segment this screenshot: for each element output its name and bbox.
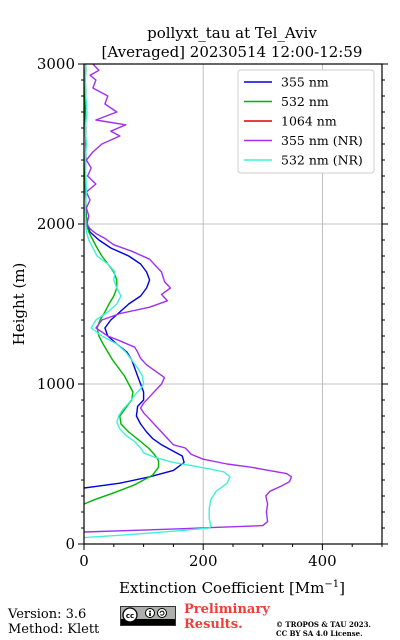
series-line-4 [84,64,231,539]
svg-text:cc: cc [126,612,134,620]
y-tick-label: 1000 [37,375,75,393]
cc-license-logo: cc [120,606,176,626]
x-axis-label-end: ] [339,579,345,597]
chart-title-line2: [Averaged] 20230514 12:00-12:59 [102,43,363,61]
y-axis-label: Height (m) [10,263,28,346]
x-tick-label: 400 [308,552,337,570]
legend-label-2: 1064 nm [281,114,337,129]
plot-frame [83,63,383,545]
x-axis-label-main: Extinction Coefficient [Mm [119,579,324,597]
x-tick-label: 200 [189,552,218,570]
legend-label-4: 532 nm (NR) [281,153,363,168]
y-tick-label: 3000 [37,55,75,73]
extinction-chart: pollyxt_tau at Tel_Aviv [Averaged] 20230… [10,24,388,597]
legend: 355 nm 532 nm 1064 nm 355 nm (NR) 532 nm (NR… [237,69,375,174]
y-tick-label: 0 [65,535,75,553]
license-text-line2: CC BY SA 4.0 License. [276,629,363,638]
method-text: Method: Klett [8,622,100,637]
x-axis-label: Extinction Coefficient [Mm−1] [119,579,345,597]
legend-box [237,69,375,174]
x-axis-label-sup: −1 [324,579,339,590]
legend-label-3: 355 nm (NR) [281,133,363,148]
version-text: Version: 3.6 [8,607,87,622]
preliminary-notice-line2: Results. [184,617,243,632]
series-line-1 [84,64,160,505]
series-layer [84,64,293,539]
preliminary-notice-line1: Preliminary [184,602,270,617]
x-tick-label: 0 [79,552,89,570]
license-text-line1: © TROPOS & TAU 2023. [276,620,371,629]
series-line-0 [84,64,185,489]
axis-ticks: 0 1000 2000 3000 0 200 400 [37,55,388,570]
y-tick-label: 2000 [37,215,75,233]
chart-title-line1: pollyxt_tau at Tel_Aviv [147,24,317,42]
legend-label-0: 355 nm [281,75,329,90]
legend-label-1: 532 nm [281,94,329,109]
series-line-3 [84,64,293,533]
